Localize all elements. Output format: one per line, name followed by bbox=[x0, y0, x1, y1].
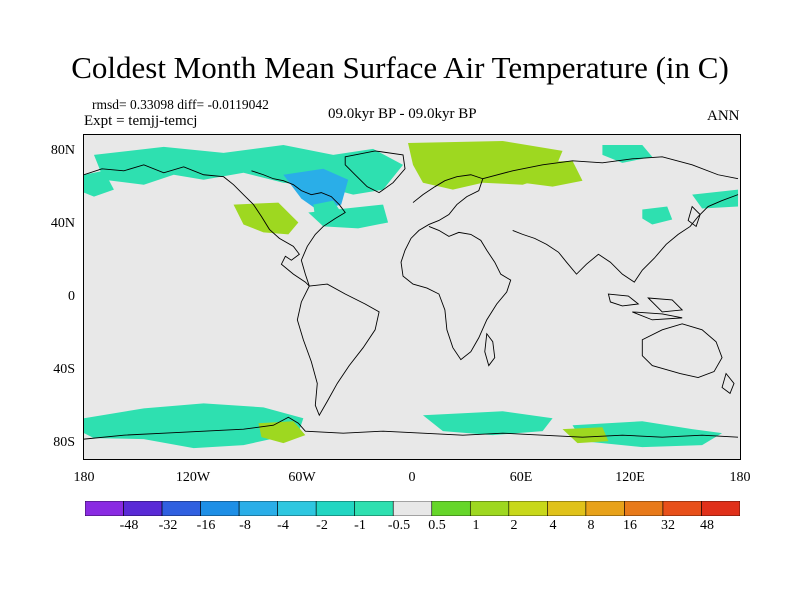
colorbar-label: -32 bbox=[158, 518, 178, 533]
lon-label-180w: 180 bbox=[73, 470, 95, 485]
colorbar-label: 4 bbox=[549, 518, 557, 533]
colorbar-label: 1 bbox=[472, 518, 480, 533]
colorbar-cell bbox=[662, 501, 702, 516]
stats-text: rmsd= 0.33098 diff= -0.0119042 bbox=[92, 97, 269, 112]
coast-indonesia bbox=[607, 293, 684, 321]
lon-label-60w: 60W bbox=[288, 470, 316, 485]
season-label: ANN bbox=[707, 108, 740, 124]
colorbar-label: -0.5 bbox=[387, 518, 411, 533]
colorbar-label: -8 bbox=[239, 518, 251, 533]
field-east-asia-negative bbox=[642, 206, 673, 225]
field-hudson-bay-strong bbox=[283, 168, 349, 211]
field-north-atlantic-negative bbox=[308, 204, 389, 229]
colorbar bbox=[85, 501, 740, 516]
anomaly-fields bbox=[84, 140, 739, 449]
coast-north-america-west bbox=[84, 164, 310, 287]
coast-madagascar bbox=[484, 332, 496, 367]
colorbar-label: -4 bbox=[277, 518, 289, 533]
lon-label-180e: 180 bbox=[729, 470, 751, 485]
lat-label-80n: 80N bbox=[50, 143, 75, 158]
colorbar-label: 16 bbox=[623, 518, 637, 533]
coast-north-america-east bbox=[251, 170, 346, 287]
colorbar-label: 48 bbox=[700, 518, 714, 533]
field-eastern-us-positive bbox=[233, 202, 299, 235]
colorbar-label: -48 bbox=[119, 518, 139, 533]
colorbar-label: -2 bbox=[316, 518, 328, 533]
field-far-east-negative bbox=[692, 189, 739, 209]
coast-japan bbox=[687, 205, 701, 228]
colorbar-label: 8 bbox=[587, 518, 595, 533]
colorbar-cell bbox=[315, 501, 356, 516]
lat-label-40s: 40S bbox=[53, 362, 75, 377]
lon-label-60e: 60E bbox=[509, 470, 533, 485]
lon-label-0: 0 bbox=[408, 470, 416, 485]
field-southern-ocean-indian-negative bbox=[572, 421, 723, 448]
colorbar-cell bbox=[277, 501, 317, 516]
lon-label-120w: 120W bbox=[175, 470, 211, 485]
colorbar-cell bbox=[701, 501, 740, 516]
colorbar-cell bbox=[354, 501, 394, 516]
colorbar-cell bbox=[585, 501, 625, 516]
lon-label-120e: 120E bbox=[615, 470, 645, 485]
lat-label-80s: 80S bbox=[53, 435, 75, 450]
period-label: 09.0kyr BP - 09.0kyr BP bbox=[328, 106, 477, 122]
colorbar-label: -16 bbox=[196, 518, 216, 533]
colorbar-label: 2 bbox=[510, 518, 518, 533]
coast-antarctica bbox=[84, 416, 739, 440]
colorbar-label: -1 bbox=[354, 518, 366, 533]
colorbar-cell bbox=[469, 501, 510, 516]
colorbar-cell bbox=[431, 501, 471, 516]
coastlines bbox=[84, 150, 739, 440]
coast-new-zealand bbox=[721, 372, 735, 395]
colorbar-cell bbox=[624, 501, 664, 516]
colorbar-cell bbox=[238, 501, 278, 516]
experiment-label: Expt = temjj-temcj bbox=[84, 113, 198, 129]
field-southern-ocean-pacific-negative bbox=[84, 403, 304, 449]
coast-asia-south bbox=[512, 194, 739, 283]
field-southern-ocean-atlantic-negative bbox=[422, 411, 553, 436]
colorbar-cell bbox=[85, 501, 124, 516]
colorbar-label: 0.5 bbox=[428, 518, 446, 533]
colorbar-cell bbox=[161, 501, 201, 516]
lat-label-40n: 40N bbox=[50, 216, 75, 231]
colorbar-cell bbox=[508, 501, 548, 516]
field-east-antarctic-positive bbox=[562, 427, 609, 444]
coast-south-america bbox=[296, 283, 380, 417]
coast-greenland bbox=[344, 150, 406, 194]
coast-asia-north bbox=[482, 156, 739, 180]
colorbar-cell bbox=[123, 501, 163, 516]
colorbar-cell bbox=[392, 501, 433, 516]
coast-europe-africa bbox=[400, 174, 512, 361]
lat-label-0: 0 bbox=[68, 289, 75, 304]
colorbar-cell bbox=[200, 501, 240, 516]
coast-australia bbox=[641, 323, 723, 378]
field-alaska-negative bbox=[84, 170, 114, 197]
colorbar-cell bbox=[547, 501, 587, 516]
world-map bbox=[83, 134, 741, 460]
figure-title: Coldest Month Mean Surface Air Temperatu… bbox=[71, 50, 729, 85]
field-antarctic-peninsula-positive bbox=[258, 421, 306, 444]
colorbar-label: 32 bbox=[661, 518, 675, 533]
